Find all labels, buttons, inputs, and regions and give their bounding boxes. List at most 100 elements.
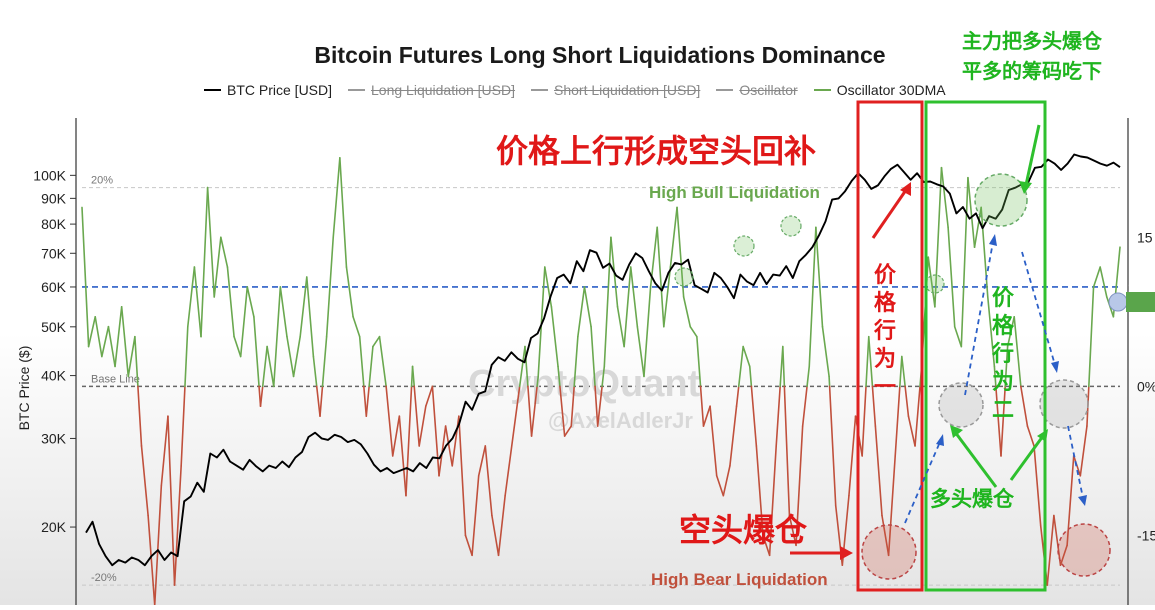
annotation-circles — [674, 173, 1111, 580]
bull-circle-2 — [733, 235, 755, 257]
osc-segment — [220, 236, 229, 268]
osc-segment — [729, 405, 738, 467]
osc-segment — [663, 266, 672, 328]
osc-segment — [1013, 315, 1022, 388]
osc-segment — [940, 166, 949, 229]
osc-segment — [750, 385, 758, 447]
osc-segment — [368, 345, 374, 388]
osc-segment — [934, 166, 943, 308]
osc-segment — [901, 355, 906, 388]
legend-swatch-1 — [348, 89, 366, 91]
osc-segment — [795, 425, 804, 547]
osc-segment — [874, 425, 883, 517]
osc-segment — [259, 385, 264, 408]
osc-segment — [993, 365, 997, 388]
legend-swatch-3 — [716, 89, 734, 91]
osc-segment — [1000, 385, 1007, 457]
y-axis-label: BTC Price ($) — [16, 345, 32, 431]
green-box — [924, 100, 1047, 592]
osc-segment — [980, 206, 989, 298]
osc-segment — [332, 156, 341, 239]
osc-segment — [321, 335, 328, 388]
watermark-text: CryptoQuant — [468, 363, 701, 405]
osc-segment — [904, 385, 910, 417]
legend-swatch-2 — [531, 89, 549, 91]
ref-label-0: 20% — [91, 175, 113, 187]
bear-liq-circle-1 — [861, 524, 917, 580]
osc-segment — [1020, 385, 1029, 427]
osc-segment — [372, 335, 381, 348]
osc-segment — [775, 385, 781, 447]
arrow-long-liq-1 — [953, 431, 998, 488]
osc-segment — [365, 385, 370, 417]
y2-axis-ticks: 15 10* 0% -15 — [1128, 229, 1155, 543]
osc-segment — [325, 236, 335, 338]
osc-segment — [995, 385, 1002, 457]
osc-segment — [491, 514, 500, 557]
bull-circle-1 — [674, 267, 694, 287]
arrow-top — [1024, 124, 1041, 186]
legend-label-1: Long Liquidation [USD] — [371, 82, 516, 98]
osc-segment — [279, 286, 288, 338]
osc-segment — [413, 385, 420, 447]
y-tick-label-5: 50K — [41, 319, 67, 335]
legend-item-0[interactable]: BTC Price [USD] — [204, 82, 332, 98]
osc-segment — [497, 494, 506, 557]
osc-segment — [305, 276, 315, 358]
osc-segment — [783, 385, 791, 517]
osc-segment — [137, 385, 143, 447]
osc-segment — [213, 236, 222, 298]
osc-segment — [444, 425, 454, 467]
osc-segment — [312, 355, 318, 388]
y2-current-badge — [1108, 292, 1155, 312]
osc-segment — [107, 325, 116, 368]
osc-segment — [867, 335, 874, 388]
osc-segment — [596, 385, 603, 427]
legend-item-1[interactable]: Long Liquidation [USD] — [348, 82, 515, 98]
osc-segment — [1046, 514, 1055, 586]
osc-segment — [806, 365, 811, 388]
osc-segment — [173, 465, 182, 586]
osc-segment — [828, 385, 837, 507]
osc-segment — [345, 266, 354, 318]
osc-segment — [616, 306, 625, 348]
legend-item-2[interactable]: Short Liquidation [USD] — [531, 82, 700, 98]
osc-segment — [573, 335, 579, 388]
legend-item-4[interactable]: Oscillator 30DMA — [813, 82, 946, 98]
legend[interactable]: BTC Price [USD] Long Liquidation [USD] Sho… — [204, 82, 946, 98]
osc-segment — [134, 335, 139, 388]
osc-segment — [563, 425, 573, 437]
osc-segment — [643, 286, 652, 378]
base-circle-2 — [1039, 379, 1089, 429]
osc-segment — [363, 385, 368, 417]
osc-segment — [352, 315, 361, 338]
ref-label-2: -20% — [91, 572, 117, 584]
osc-segment — [537, 266, 546, 378]
y-tick-label-7: 30K — [41, 430, 67, 446]
osc-segment — [253, 315, 260, 388]
y2-tick-label-1: 10* — [1128, 281, 1146, 295]
osc-segment — [239, 286, 249, 358]
osc-segment — [894, 385, 901, 457]
osc-segment — [101, 325, 110, 358]
osc-segment — [899, 355, 903, 388]
legend-item-3[interactable]: Oscillator — [716, 82, 798, 98]
osc-segment — [1026, 425, 1035, 447]
y-tick-label-4: 60K — [41, 279, 67, 295]
osc-segment — [292, 335, 301, 378]
osc-segment — [755, 445, 764, 537]
osc-segment — [623, 266, 632, 348]
arrow-price-up — [871, 189, 908, 239]
osc-segment — [914, 385, 921, 447]
osc-segment — [1033, 445, 1042, 527]
osc-segment — [261, 345, 268, 388]
cn-behavior-1: 价格行为一 — [874, 263, 897, 400]
osc-segment — [458, 415, 467, 537]
osc-segment — [180, 385, 186, 467]
osc-segment — [689, 325, 698, 338]
legend-swatch-4 — [813, 89, 831, 91]
cn-behavior-2: 价格行为二 — [992, 286, 1015, 423]
osc-segment — [391, 415, 401, 457]
y-tick-label-2: 80K — [41, 216, 67, 232]
osc-segment — [405, 385, 413, 497]
